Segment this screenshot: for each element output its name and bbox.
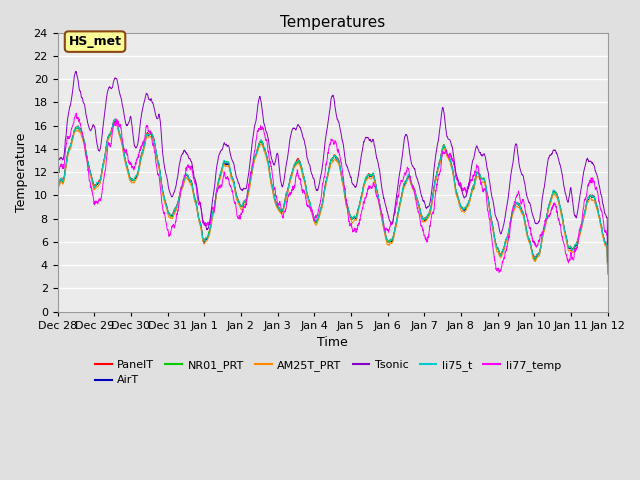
PanelT [467, 192, 475, 198]
PanelT [604, 268, 611, 274]
li75_t [111, 116, 119, 122]
li75_t [467, 192, 475, 198]
li77_temp [467, 178, 475, 183]
AirT [438, 151, 445, 157]
NR01_PRT [467, 192, 475, 198]
li77_temp [508, 211, 515, 216]
NR01_PRT [438, 151, 445, 157]
Tsonic [438, 112, 445, 118]
AirT [438, 152, 445, 158]
li77_temp [228, 189, 236, 195]
PanelT [228, 174, 236, 180]
Tsonic [508, 168, 515, 174]
NR01_PRT [228, 175, 236, 180]
li77_temp [495, 270, 503, 276]
li77_temp [604, 260, 611, 265]
li77_temp [438, 160, 445, 166]
NR01_PRT [112, 116, 120, 122]
AM25T_PRT [54, 234, 61, 240]
Tsonic [228, 157, 236, 163]
Line: NR01_PRT: NR01_PRT [58, 119, 607, 272]
li75_t [228, 175, 236, 180]
AM25T_PRT [111, 120, 119, 125]
li75_t [54, 231, 61, 237]
AirT [467, 193, 475, 199]
AM25T_PRT [508, 217, 515, 223]
li75_t [438, 151, 445, 156]
AM25T_PRT [438, 154, 445, 159]
li77_temp [72, 110, 80, 116]
AirT [228, 175, 236, 181]
NR01_PRT [54, 232, 61, 238]
AM25T_PRT [438, 155, 445, 160]
li75_t [604, 268, 611, 274]
Line: AM25T_PRT: AM25T_PRT [58, 122, 607, 274]
PanelT [508, 213, 515, 219]
Y-axis label: Temperature: Temperature [15, 132, 28, 212]
Line: li77_temp: li77_temp [58, 113, 607, 273]
X-axis label: Time: Time [317, 336, 348, 349]
Tsonic [72, 69, 79, 74]
Line: AirT: AirT [58, 121, 607, 272]
NR01_PRT [604, 269, 611, 275]
Title: Temperatures: Temperatures [280, 15, 385, 30]
NR01_PRT [508, 215, 515, 220]
PanelT [111, 116, 119, 122]
AirT [111, 118, 119, 124]
Legend: PanelT, AirT, NR01_PRT, AM25T_PRT, Tsonic, li75_t, li77_temp: PanelT, AirT, NR01_PRT, AM25T_PRT, Tsoni… [91, 355, 565, 390]
NR01_PRT [438, 150, 445, 156]
PanelT [54, 231, 61, 237]
Tsonic [467, 169, 475, 175]
Tsonic [438, 110, 445, 116]
Line: li75_t: li75_t [58, 119, 607, 271]
AM25T_PRT [467, 195, 475, 201]
li75_t [403, 179, 410, 185]
li77_temp [54, 221, 61, 227]
Line: PanelT: PanelT [58, 119, 607, 271]
li77_temp [438, 156, 445, 162]
NR01_PRT [403, 179, 410, 185]
PanelT [438, 150, 445, 156]
AM25T_PRT [604, 271, 611, 277]
Tsonic [54, 203, 61, 209]
Tsonic [604, 241, 611, 247]
PanelT [438, 151, 445, 156]
AirT [54, 232, 61, 238]
li75_t [508, 213, 515, 219]
AirT [604, 269, 611, 275]
AirT [403, 178, 410, 184]
li77_temp [403, 169, 410, 175]
AirT [508, 214, 515, 220]
Line: Tsonic: Tsonic [58, 72, 607, 244]
AM25T_PRT [403, 181, 410, 187]
AM25T_PRT [228, 177, 236, 183]
PanelT [403, 178, 410, 183]
Tsonic [403, 132, 410, 137]
Text: HS_met: HS_met [68, 35, 122, 48]
li75_t [438, 150, 445, 156]
